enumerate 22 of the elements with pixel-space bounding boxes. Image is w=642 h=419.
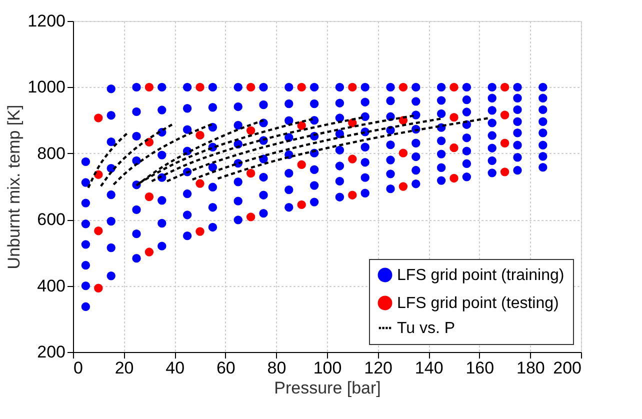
x-tick-label: 80 xyxy=(267,358,286,378)
legend-label: LFS grid point (training) xyxy=(397,267,564,284)
x-tick-label: 100 xyxy=(313,358,342,378)
legend-label: LFS grid point (testing) xyxy=(397,295,559,312)
y-tick-label: 600 xyxy=(37,210,66,230)
x-tick-label: 140 xyxy=(414,358,444,378)
y-tick-label: 800 xyxy=(37,144,66,163)
x-tick-label: 160 xyxy=(466,358,494,378)
x-tick-label: 40 xyxy=(166,358,185,378)
y-tick-label: 1200 xyxy=(28,12,66,30)
x-tick-label: 180 xyxy=(516,358,545,378)
y-tick-label: 200 xyxy=(37,342,66,362)
y-tick-label: 1000 xyxy=(28,78,66,97)
x-tick-label: 120 xyxy=(364,358,392,378)
y-axis-title: Unburnt mix. temp [K] xyxy=(4,104,24,270)
x-tick-label: 20 xyxy=(114,358,134,378)
x-tick-label: 200 xyxy=(553,358,582,378)
legend-label: Tu vs. P xyxy=(397,320,456,337)
x-tick-label: 60 xyxy=(216,358,236,378)
y-tick-label: 400 xyxy=(37,276,66,296)
x-tick-label: 0 xyxy=(74,358,83,378)
x-axis-title: Pressure [bar] xyxy=(274,378,381,398)
